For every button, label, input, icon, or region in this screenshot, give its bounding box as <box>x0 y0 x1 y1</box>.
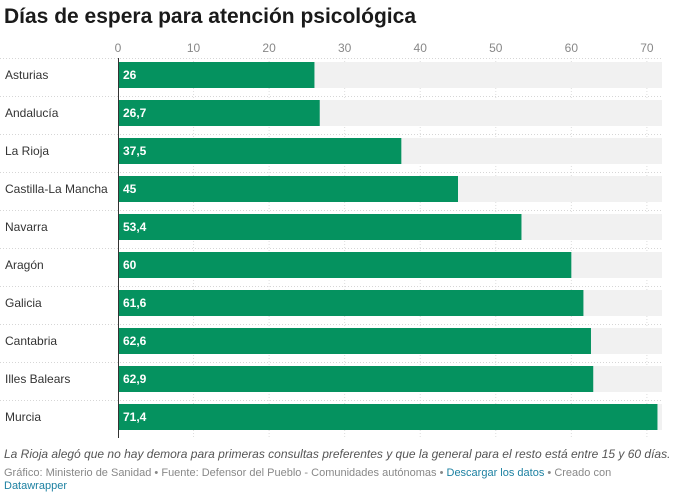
chart-note: La Rioja alegó que no hay demora para pr… <box>4 447 671 461</box>
bar <box>118 290 584 316</box>
value-label: 61,6 <box>123 296 147 310</box>
x-tick-label: 30 <box>338 41 352 55</box>
bar <box>118 138 402 164</box>
bar <box>118 252 572 278</box>
x-tick-label: 0 <box>115 41 122 55</box>
chart-footer: Gráfico: Ministerio de Sanidad • Fuente:… <box>4 467 654 493</box>
category-label: La Rioja <box>5 144 49 158</box>
category-label: Murcia <box>5 410 41 424</box>
bar-chart: 0 10 20 30 40 50 60 70 Asturias 26 Andalucía 26,7 La… <box>0 41 662 438</box>
bar <box>118 176 458 202</box>
separator: • <box>439 467 444 479</box>
bar <box>118 100 320 126</box>
value-label: 62,9 <box>123 372 147 386</box>
value-label: 60 <box>123 258 137 272</box>
created-with-text: Creado con <box>554 467 612 479</box>
category-label: Cantabria <box>5 334 57 348</box>
separator: • <box>547 467 552 479</box>
category-label: Andalucía <box>5 106 59 120</box>
bar <box>118 328 591 354</box>
value-label: 53,4 <box>123 220 147 234</box>
value-label: 71,4 <box>123 410 147 424</box>
value-label: 26,7 <box>123 106 147 120</box>
x-tick-label: 70 <box>640 41 654 55</box>
value-label: 62,6 <box>123 334 147 348</box>
download-data-link[interactable]: Descargar los datos <box>446 467 545 479</box>
category-label: Galicia <box>5 296 42 310</box>
bar <box>118 214 522 240</box>
x-tick-label: 40 <box>414 41 428 55</box>
category-label: Aragón <box>5 258 44 272</box>
bar <box>118 404 658 430</box>
datawrapper-link[interactable]: Datawrapper <box>4 480 67 492</box>
category-label: Castilla-La Mancha <box>5 182 108 196</box>
source-text: Fuente: Defensor del Pueblo - Comunidade… <box>161 467 437 479</box>
x-tick-label: 60 <box>565 41 579 55</box>
value-label: 37,5 <box>123 144 147 158</box>
separator: • <box>154 467 159 479</box>
value-label: 26 <box>123 68 137 82</box>
category-label: Asturias <box>5 68 48 82</box>
bar <box>118 62 315 88</box>
x-tick-label: 20 <box>262 41 276 55</box>
credit-text: Gráfico: Ministerio de Sanidad <box>4 467 152 479</box>
x-tick-label: 10 <box>187 41 201 55</box>
bar <box>118 366 594 392</box>
x-tick-label: 50 <box>489 41 503 55</box>
chart-title: Días de espera para atención psicológica <box>4 5 416 28</box>
category-label: Navarra <box>5 220 48 234</box>
value-label: 45 <box>123 182 137 196</box>
category-label: Illes Balears <box>5 372 70 386</box>
